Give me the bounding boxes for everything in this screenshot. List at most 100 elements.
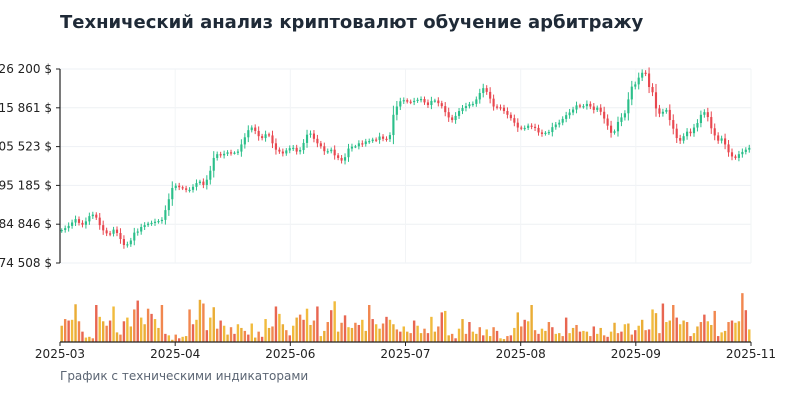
volume-bar xyxy=(157,327,160,342)
candle-body xyxy=(706,112,709,118)
candle-body xyxy=(109,233,112,235)
volume-bar xyxy=(288,335,291,342)
candle-body xyxy=(724,138,727,145)
candle-body xyxy=(599,107,602,112)
volume-bar xyxy=(233,333,236,342)
volume-bar xyxy=(63,319,67,342)
volume-bar xyxy=(447,335,450,342)
volume-bar xyxy=(219,320,222,342)
volume-bar xyxy=(488,336,492,342)
volume-bar xyxy=(264,319,267,342)
candle-body xyxy=(634,84,637,87)
volume-bar xyxy=(150,313,153,342)
volume-bar xyxy=(685,322,689,342)
volume-bar xyxy=(98,316,101,342)
candle-body xyxy=(689,131,692,134)
candle-body xyxy=(654,92,658,109)
volume-bar xyxy=(126,317,129,342)
volume-bar xyxy=(454,338,457,342)
volume-bar xyxy=(734,322,737,342)
candle-body xyxy=(343,157,347,161)
volume-bar xyxy=(374,324,378,342)
candle-body xyxy=(554,124,557,128)
volume-bar xyxy=(309,324,312,342)
volume-bar xyxy=(174,334,177,342)
candle-body xyxy=(84,221,87,225)
candle-body xyxy=(77,219,81,223)
volume-bar xyxy=(388,319,392,342)
candle-body xyxy=(416,99,419,101)
candle-body xyxy=(122,239,125,246)
candle-body xyxy=(309,133,312,135)
volume-bar xyxy=(70,319,74,342)
candle-body xyxy=(516,122,519,128)
candle-body xyxy=(133,232,136,241)
volume-bar xyxy=(509,335,513,342)
candle-body xyxy=(140,227,143,232)
volume-bar xyxy=(399,331,402,342)
candle-body xyxy=(544,132,547,135)
candle-body xyxy=(682,136,685,141)
candle-body xyxy=(178,185,181,188)
candle-body xyxy=(454,115,457,121)
candle-body xyxy=(395,106,398,115)
volume-bar xyxy=(672,305,675,342)
volume-bar xyxy=(665,322,668,342)
volume-bar xyxy=(599,327,602,342)
volume-bar xyxy=(281,324,285,342)
candle-body xyxy=(157,220,160,223)
volume-bar xyxy=(392,324,395,342)
candle-body xyxy=(305,134,309,143)
volume-bar xyxy=(236,324,240,342)
candle-body xyxy=(665,109,668,112)
y-axis-ticks: 74 508 $ 84 846 $ 95 185 $ 105 523 $ 115 861… xyxy=(0,62,60,270)
volume-bar xyxy=(492,327,495,342)
candle-body xyxy=(347,148,350,158)
candle-body xyxy=(637,77,640,85)
candle-body xyxy=(98,217,101,226)
candle-body xyxy=(419,99,423,101)
volume-bar xyxy=(644,330,647,342)
candle-body xyxy=(730,152,734,157)
candle-body xyxy=(696,123,699,128)
volume-bar xyxy=(340,322,343,342)
y-tick-label: 95 185 $ xyxy=(0,178,52,192)
candle-body xyxy=(461,108,464,112)
volume-bar xyxy=(682,320,685,342)
volume-bar xyxy=(516,312,519,342)
volume-bar xyxy=(554,333,558,342)
candle-body xyxy=(734,156,737,158)
volume-bar xyxy=(381,323,385,342)
volume-bar xyxy=(551,327,554,342)
volume-bar xyxy=(67,320,70,342)
volume-bar xyxy=(744,310,748,342)
candle-body xyxy=(240,144,243,152)
volume-bar xyxy=(364,330,367,342)
candle-body xyxy=(703,112,706,115)
volume-bar xyxy=(368,305,371,342)
candle-body xyxy=(433,100,436,102)
candle-body xyxy=(212,157,215,171)
volume-bar xyxy=(727,322,730,342)
candle-body xyxy=(381,136,385,139)
candles xyxy=(60,67,751,249)
y-tick-label: 74 508 $ xyxy=(0,256,52,270)
x-axis-ticks: 2025-03 2025-04 2025-06 2025-07 2025-08 2025-… xyxy=(35,342,776,361)
volume-bar xyxy=(160,305,164,342)
candle-body xyxy=(406,100,409,102)
volume-bar xyxy=(520,326,523,342)
volume-bar xyxy=(229,327,233,342)
candle-body xyxy=(464,106,468,109)
volume-bar xyxy=(336,331,340,342)
volume-bar xyxy=(77,321,81,342)
candle-body xyxy=(167,199,170,211)
candle-body xyxy=(264,134,267,139)
volume-bar xyxy=(640,319,644,342)
candle-body xyxy=(195,183,198,187)
candle-body xyxy=(243,137,246,145)
volume-bar xyxy=(122,321,126,342)
candle-body xyxy=(153,221,157,223)
volume-bar xyxy=(412,320,416,342)
volume-bar xyxy=(395,329,399,342)
